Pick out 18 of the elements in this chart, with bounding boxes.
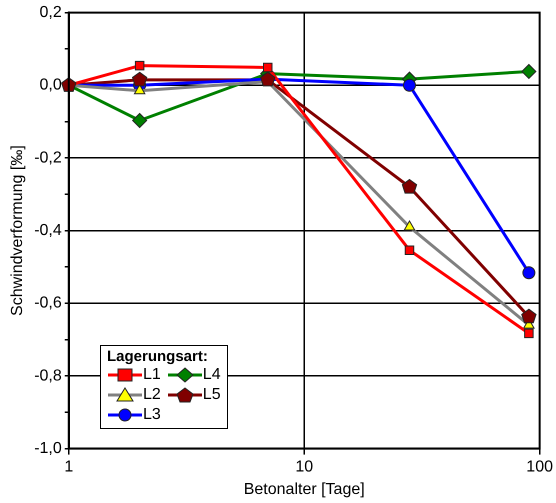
y-tick-label: -0,2 bbox=[34, 149, 62, 166]
y-axis-title: Schwindverformung [‰] bbox=[9, 145, 26, 316]
x-axis-title: Betonalter [Tage] bbox=[244, 480, 365, 498]
y-tick-label: 0,0 bbox=[40, 76, 62, 94]
legend-label: L2 bbox=[143, 386, 161, 404]
legend-title: Lagerungsart: bbox=[107, 348, 209, 365]
y-tick-label: -0,8 bbox=[34, 367, 62, 384]
y-tick-label: 0,2 bbox=[40, 4, 62, 22]
x-tick-label: 10 bbox=[295, 458, 314, 476]
y-tick-label: -1,0 bbox=[34, 440, 62, 458]
legend-label: L5 bbox=[202, 386, 221, 404]
legend-label: L4 bbox=[202, 366, 221, 384]
legend-label: L1 bbox=[143, 366, 161, 384]
x-tick-label: 1 bbox=[64, 458, 74, 476]
y-tick-label: -0,6 bbox=[34, 294, 62, 312]
y-tick-label: -0,4 bbox=[34, 222, 62, 240]
legend-label: L3 bbox=[143, 406, 161, 424]
x-tick-label: 100 bbox=[526, 458, 554, 476]
